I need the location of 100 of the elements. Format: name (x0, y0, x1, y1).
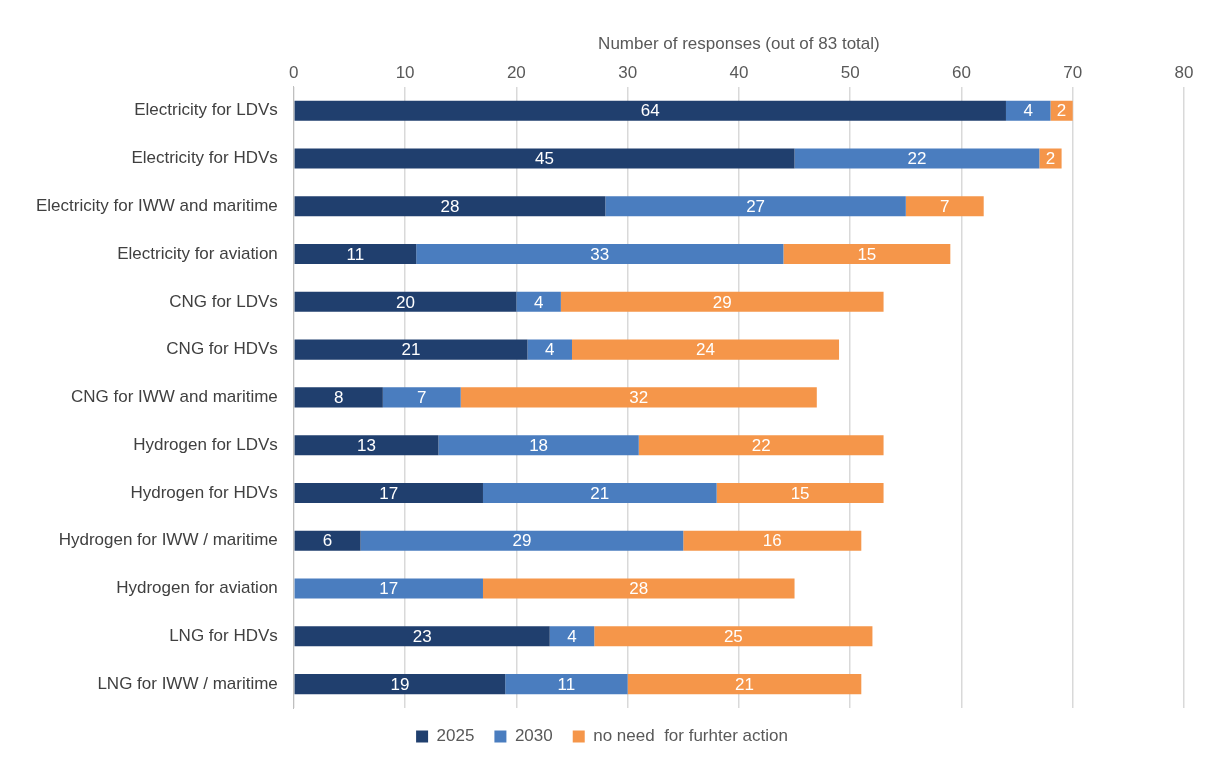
bar (294, 339, 528, 360)
data-label: 11 (346, 244, 365, 264)
bar (560, 291, 884, 312)
bar (527, 339, 572, 360)
legend-label: no need for furhter action (593, 726, 788, 746)
data-label: 15 (790, 483, 810, 503)
data-label: 18 (529, 435, 549, 455)
data-label: 7 (940, 196, 950, 216)
data-label: 23 (412, 627, 432, 647)
bar (416, 244, 784, 265)
bar (482, 578, 795, 599)
data-label: 4 (545, 340, 555, 360)
bar (783, 244, 951, 265)
bar (438, 435, 639, 456)
data-label: 28 (440, 196, 460, 216)
y-tick-label: Electricity for IWW and maritime (36, 195, 278, 215)
x-axis-title: Number of responses (out of 83 total) (598, 33, 880, 53)
data-label: 17 (379, 579, 399, 599)
y-tick-label: LNG for HDVs (169, 626, 278, 646)
bar (294, 148, 795, 169)
bar (294, 244, 417, 265)
y-tick-label: Electricity for LDVs (134, 100, 278, 120)
data-label: 4 (567, 627, 577, 647)
data-label: 32 (629, 388, 649, 408)
x-tick-label: 80 (1174, 63, 1194, 83)
bar (516, 291, 561, 312)
data-label: 21 (401, 340, 421, 360)
x-tick-label: 10 (395, 63, 415, 83)
data-label: 15 (857, 244, 877, 264)
data-label: 20 (396, 292, 415, 312)
bar (294, 387, 383, 408)
data-label: 29 (712, 292, 732, 312)
y-tick-label: Hydrogen for aviation (116, 578, 278, 598)
data-label: 2 (1056, 101, 1067, 121)
bar (360, 530, 684, 551)
data-label: 29 (512, 531, 532, 551)
x-tick-label: 0 (289, 63, 299, 83)
data-label: 22 (907, 149, 927, 169)
bar (594, 626, 873, 647)
data-label: 24 (696, 340, 715, 360)
bar (294, 291, 517, 312)
y-tick-label: LNG for IWW / maritime (97, 673, 278, 693)
bar (294, 100, 1006, 121)
bar (294, 530, 361, 551)
bar (294, 626, 550, 647)
bar (794, 148, 1040, 169)
bar (294, 196, 606, 217)
bar (638, 435, 884, 456)
y-tick-label: Electricity for aviation (117, 243, 278, 263)
legend-label: 2030 (514, 726, 553, 746)
data-label: 7 (417, 388, 427, 408)
data-label: 21 (590, 483, 610, 503)
x-tick-label: 70 (1063, 63, 1083, 83)
data-label: 19 (390, 674, 410, 694)
y-tick-label: Electricity for HDVs (131, 148, 278, 168)
data-label: 2 (1045, 149, 1056, 169)
bar (683, 530, 862, 551)
bar (716, 482, 884, 503)
data-label: 8 (333, 388, 344, 408)
data-label: 11 (557, 674, 576, 694)
y-tick-label: CNG for LDVs (169, 291, 278, 311)
bar (605, 196, 906, 217)
bar (549, 626, 595, 647)
x-tick-label: 30 (618, 63, 638, 83)
data-label: 6 (322, 531, 333, 551)
data-label: 64 (640, 101, 660, 121)
data-label: 16 (762, 531, 782, 551)
data-label: 17 (379, 483, 399, 503)
data-label: 4 (1023, 101, 1033, 121)
y-tick-label: CNG for IWW and maritime (70, 387, 278, 407)
y-tick-label: Hydrogen for LDVs (133, 434, 278, 454)
y-tick-label: Hydrogen for HDVs (130, 482, 278, 502)
data-label: 13 (357, 435, 376, 455)
data-label: 45 (535, 149, 555, 169)
bar (1039, 148, 1062, 169)
data-label: 33 (590, 244, 610, 264)
bar (482, 482, 717, 503)
bar (294, 578, 483, 599)
x-tick-label: 40 (729, 63, 749, 83)
data-label: 28 (629, 579, 649, 599)
bar (505, 674, 628, 695)
bar (571, 339, 840, 360)
data-label: 21 (735, 674, 754, 694)
y-tick-label: Hydrogen for IWW / maritime (58, 530, 278, 550)
bar (382, 387, 461, 408)
bar (460, 387, 817, 408)
bar (294, 435, 439, 456)
data-label: 25 (723, 627, 743, 647)
legend-label: 2025 (436, 726, 475, 746)
data-label: 22 (751, 435, 771, 455)
y-tick-label: CNG for HDVs (166, 339, 278, 359)
x-tick-label: 20 (506, 63, 526, 83)
data-label: 27 (746, 196, 766, 216)
x-tick-label: 50 (840, 63, 860, 83)
bar (1005, 100, 1051, 121)
data-label: 4 (533, 292, 544, 312)
x-tick-label: 60 (951, 63, 971, 83)
bar (294, 674, 506, 695)
bar (294, 482, 483, 503)
bar (905, 196, 984, 217)
